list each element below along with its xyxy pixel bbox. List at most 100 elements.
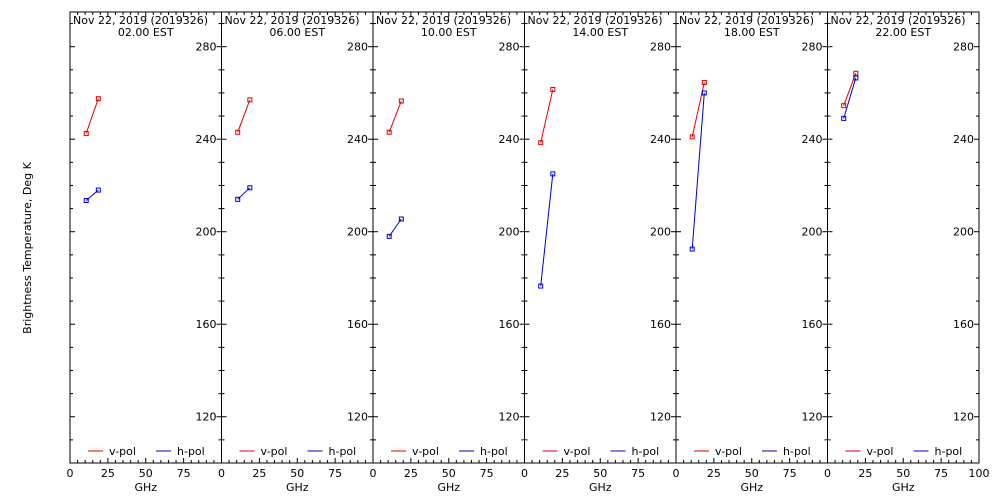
data-point-v-pol — [538, 140, 544, 146]
legend-label-v-pol: v-pol — [867, 445, 894, 458]
y-tick-label: 160 — [196, 318, 217, 331]
series-line-v-pol — [237, 99, 251, 133]
y-tick-label: 240 — [650, 133, 671, 146]
y-tick-label: 240 — [347, 133, 368, 146]
x-tick-label: 100 — [969, 467, 990, 480]
y-tick-label: 160 — [650, 318, 671, 331]
panel-time: 14.00 EST — [572, 26, 628, 39]
x-tick-label: 50 — [442, 467, 456, 480]
x-tick-label: 75 — [783, 467, 797, 480]
panel-4: Nov 22, 2019 (2019326)14.00 EST 120 160 200… — [521, 11, 677, 494]
data-point-h-pol — [235, 196, 241, 202]
series-line-h-pol — [540, 173, 554, 287]
series-line-v-pol — [388, 100, 402, 133]
x-axis-label: GHz — [286, 481, 309, 494]
panel-2: Nov 22, 2019 (2019326)06.00 EST 120 160 200… — [218, 11, 374, 494]
data-point-v-pol — [247, 97, 253, 103]
legend-label-h-pol: h-pol — [329, 445, 357, 458]
data-point-h-pol — [398, 216, 404, 222]
y-tick-label: 280 — [650, 41, 671, 54]
panel-6: Nov 22, 2019 (2019326)22.00 EST 120 160 200… — [824, 11, 990, 494]
panel-time: 22.00 EST — [875, 26, 931, 39]
data-point-h-pol — [689, 246, 695, 252]
data-point-h-pol — [701, 90, 707, 96]
legend-label-h-pol: h-pol — [480, 445, 508, 458]
y-tick-label: 200 — [196, 226, 217, 239]
x-tick-label: 0 — [673, 467, 680, 480]
panel-3: Nov 22, 2019 (2019326)10.00 EST 120 160 200… — [370, 11, 525, 494]
series-line-h-pol — [388, 218, 402, 237]
data-point-v-pol — [550, 86, 556, 92]
x-tick-label: 0 — [67, 467, 74, 480]
y-tick-label: 280 — [347, 41, 368, 54]
series-line-v-pol — [85, 98, 99, 134]
data-point-h-pol — [550, 171, 556, 177]
data-point-h-pol — [538, 283, 544, 289]
panel-title: Nov 22, 2019 (2019326) — [831, 14, 966, 27]
panel-time: 06.00 EST — [269, 26, 325, 39]
y-tick-label: 160 — [499, 318, 520, 331]
y-tick-label: 200 — [347, 226, 368, 239]
y-tick-label: 120 — [802, 411, 823, 424]
data-point-v-pol — [841, 103, 847, 109]
data-point-v-pol — [83, 130, 89, 136]
x-tick-label: 0 — [370, 467, 377, 480]
panel-title: Nov 22, 2019 (2019326) — [376, 14, 511, 27]
x-tick-label: 25 — [101, 467, 115, 480]
legend-label-v-pol: v-pol — [109, 445, 136, 458]
y-tick-label: 240 — [196, 133, 217, 146]
y-tick-label: 200 — [953, 226, 974, 239]
x-tick-label: 25 — [404, 467, 418, 480]
panel-title: Nov 22, 2019 (2019326) — [73, 14, 208, 27]
x-tick-label: 25 — [555, 467, 569, 480]
legend-label-h-pol: h-pol — [935, 445, 963, 458]
x-tick-label: 25 — [858, 467, 872, 480]
x-tick-label: 75 — [631, 467, 645, 480]
legend-label-h-pol: h-pol — [632, 445, 660, 458]
data-point-h-pol — [853, 75, 859, 81]
panel-title: Nov 22, 2019 (2019326) — [679, 14, 814, 27]
x-axis-label: GHz — [134, 481, 157, 494]
panel-time: 02.00 EST — [118, 26, 174, 39]
y-tick-label: 160 — [953, 318, 974, 331]
x-tick-label: 50 — [593, 467, 607, 480]
y-tick-label: 280 — [499, 41, 520, 54]
y-tick-label: 240 — [953, 133, 974, 146]
legend-label-v-pol: v-pol — [564, 445, 591, 458]
x-tick-label: 75 — [480, 467, 494, 480]
legend-label-v-pol: v-pol — [412, 445, 439, 458]
data-point-v-pol — [235, 129, 241, 135]
panel-time: 10.00 EST — [421, 26, 477, 39]
data-point-h-pol — [95, 187, 101, 193]
x-tick-label: 50 — [745, 467, 759, 480]
x-tick-label: 75 — [177, 467, 191, 480]
x-axis-label: GHz — [589, 481, 612, 494]
x-axis-label: GHz — [740, 481, 763, 494]
x-tick-label: 50 — [139, 467, 153, 480]
x-tick-label: 75 — [328, 467, 342, 480]
x-tick-label: 0 — [824, 467, 831, 480]
data-point-v-pol — [398, 98, 404, 104]
panels-group: Nov 22, 2019 (2019326)02.00 EST120160200… — [67, 11, 990, 494]
data-point-h-pol — [841, 115, 847, 121]
x-axis-label: GHz — [892, 481, 915, 494]
x-tick-label: 75 — [934, 467, 948, 480]
y-axis-label: Brightness Temperature, Deg K — [21, 161, 34, 333]
panel-title: Nov 22, 2019 (2019326) — [225, 14, 360, 27]
x-tick-label: 50 — [290, 467, 304, 480]
x-tick-label: 25 — [707, 467, 721, 480]
panel-5: Nov 22, 2019 (2019326)18.00 EST 120 160 200… — [673, 11, 828, 494]
legend-label-v-pol: v-pol — [715, 445, 742, 458]
x-tick-label: 50 — [896, 467, 910, 480]
y-tick-label: 120 — [196, 411, 217, 424]
panel-1: Nov 22, 2019 (2019326)02.00 EST 120 160 200… — [67, 11, 222, 494]
series-line-h-pol — [843, 77, 857, 119]
series-line-h-pol — [691, 92, 705, 250]
y-tick-label: 120 — [347, 411, 368, 424]
x-tick-label: 0 — [218, 467, 225, 480]
x-tick-label: 25 — [252, 467, 266, 480]
y-tick-label: 280 — [953, 41, 974, 54]
y-tick-label: 280 — [196, 41, 217, 54]
data-point-v-pol — [853, 70, 859, 76]
